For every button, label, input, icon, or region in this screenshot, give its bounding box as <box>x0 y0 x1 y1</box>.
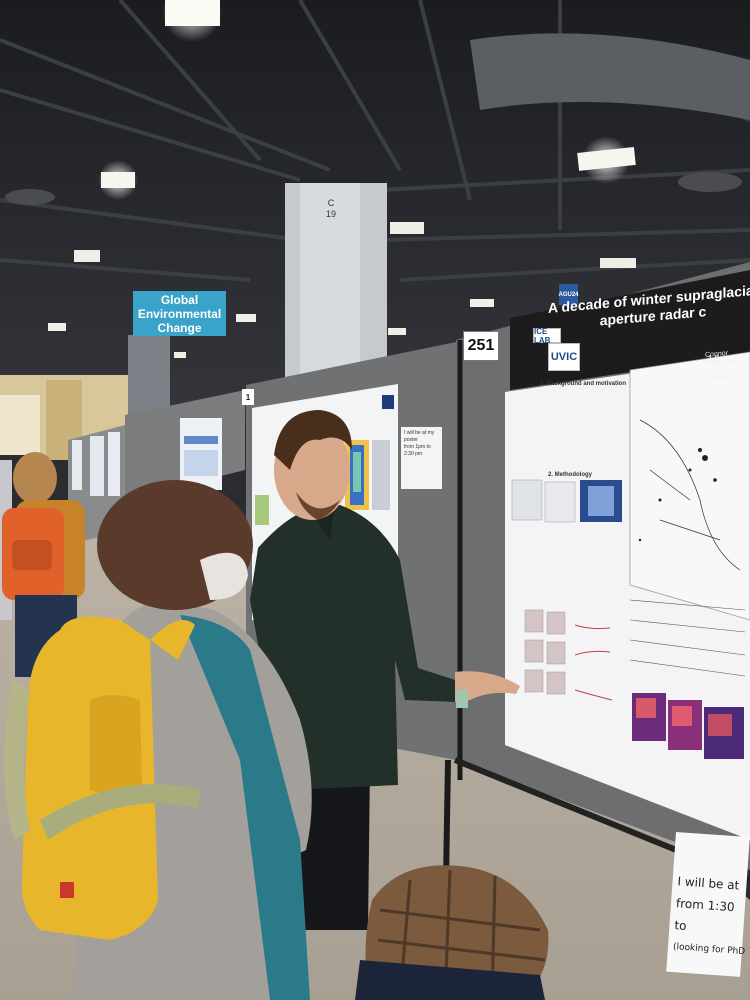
ceiling-duct <box>5 33 750 205</box>
main-poster-board <box>443 262 750 883</box>
poster-thumbnails <box>524 609 566 695</box>
ceiling-trusses <box>0 0 750 282</box>
plaid-scarf-bundle <box>355 865 549 1000</box>
ceiling-lights <box>48 0 636 358</box>
attendee-with-backpack <box>4 480 312 1000</box>
